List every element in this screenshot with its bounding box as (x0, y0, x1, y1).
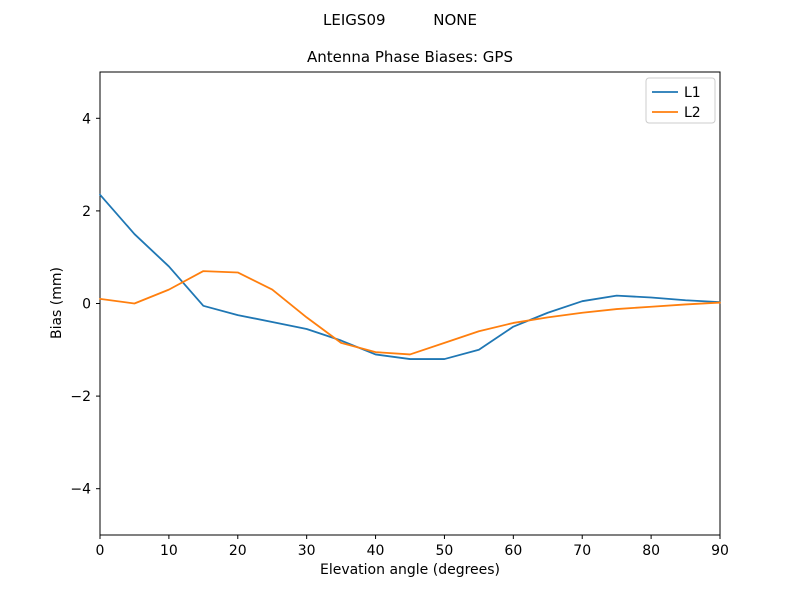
y-tick-label-2: 2 (82, 204, 91, 220)
x-tick-label-60: 60 (504, 543, 522, 559)
x-axis-ticks: 0 10 20 30 40 50 60 70 80 90 (96, 535, 729, 559)
y-tick-label-4: 4 (82, 111, 91, 127)
x-tick-label-30: 30 (298, 543, 316, 559)
x-tick-label-90: 90 (711, 543, 729, 559)
y-tick-label-0: 0 (82, 297, 91, 313)
y-tick-label--2: −2 (70, 389, 91, 405)
x-tick-label-40: 40 (367, 543, 385, 559)
figure-suptitle: LEIGS09 NONE (323, 11, 477, 29)
y-axis-ticks: −4 −2 0 2 4 (70, 111, 100, 498)
x-tick-label-0: 0 (96, 543, 105, 559)
chart-title: Antenna Phase Biases: GPS (307, 48, 513, 66)
plot-area-border (99, 71, 721, 536)
x-tick-label-20: 20 (229, 543, 247, 559)
y-tick-label--4: −4 (70, 482, 91, 498)
legend-box (645, 77, 716, 124)
legend-label-L1: L1 (684, 85, 701, 101)
series-lines (99, 193, 721, 360)
x-tick-label-80: 80 (642, 543, 660, 559)
x-tick-label-10: 10 (160, 543, 178, 559)
x-tick-label-70: 70 (573, 543, 591, 559)
series-line-L1 (99, 193, 721, 360)
series-line-L2 (99, 270, 721, 356)
x-tick-label-50: 50 (436, 543, 454, 559)
x-axis-label: Elevation angle (degrees) (319, 562, 501, 578)
legend-label-L2: L2 (684, 105, 701, 121)
